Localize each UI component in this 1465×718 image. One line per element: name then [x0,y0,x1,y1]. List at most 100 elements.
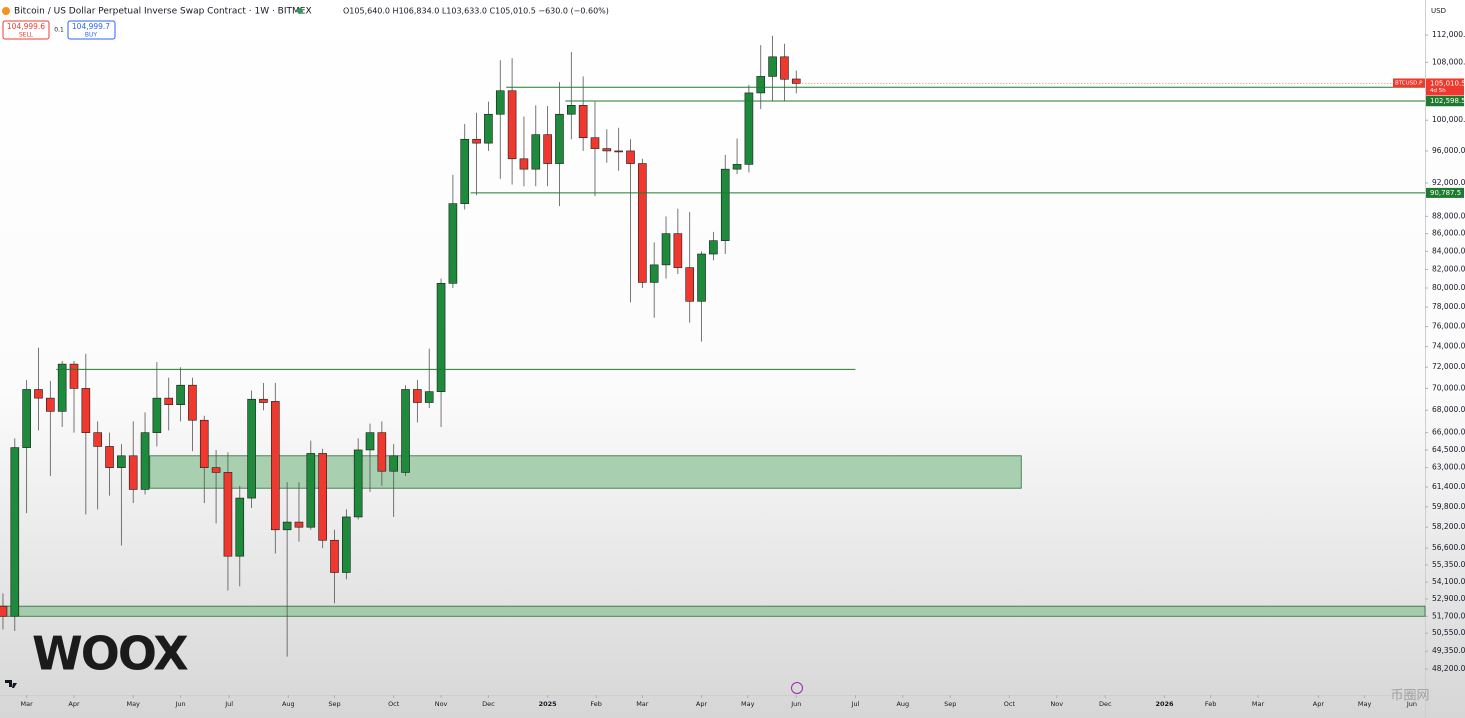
candle-body [164,397,174,406]
y-tick-label: 96,000.0 [1432,146,1465,155]
y-tick-label: 54,100.0 [1432,577,1465,586]
candle-body [424,391,434,403]
sell-button[interactable] [2,20,50,40]
chart-title: Bitcoin / US Dollar Perpetual Inverse Sw… [14,7,312,17]
candle-body [306,453,316,528]
y-tick-label: 56,600.0 [1432,543,1465,552]
x-tick-label: Nov [435,700,448,708]
x-tick-label: Sep [328,700,340,708]
candle-body [709,240,718,255]
price-tag-label: 105,010.5 [1430,79,1465,87]
candle-body [342,516,351,573]
y-tick-label: 74,000.0 [1432,342,1465,351]
candle-body [188,384,197,421]
candle-body [93,432,102,447]
status-dot [297,8,303,14]
tv-logo [5,680,17,688]
level-tag-label: 102,598.5 [1430,97,1465,105]
candle-body [507,90,517,160]
candle-body [223,472,233,557]
candle-body [661,233,671,266]
candle-body [294,521,304,528]
candle-body [353,449,363,518]
y-tick-label: 51,700.0 [1432,611,1465,620]
y-tick-label: 61,400.0 [1432,482,1465,491]
symbol-tag [1393,78,1425,88]
candle-body [57,363,67,412]
x-tick-label: Mar [21,700,34,708]
y-tick-label: 88,000.0 [1432,211,1465,220]
y-tick-label: 112,000.0 [1432,30,1465,39]
candle-body [614,150,623,153]
candle-body [389,455,398,472]
zone [0,605,1426,617]
candle-body [602,148,612,152]
candle-body [105,446,114,468]
y-tick-label: 84,000.0 [1432,246,1465,255]
x-tick-label: Apr [696,700,708,708]
x-tick-label: Oct [388,700,400,708]
candle-body [519,158,529,170]
coin-icon [2,7,10,15]
candle-body [555,113,564,164]
corner-watermark: 币圈网 [1390,689,1429,704]
x-tick-label: Apr [1313,700,1325,708]
candle-body [401,389,410,473]
sell-price: 104,999.6 [7,22,45,31]
candle-body [140,432,150,490]
x-tick-label: Jun [1406,700,1417,708]
candle-body [472,138,481,144]
candle-body [768,56,777,77]
candle-body [46,397,55,412]
candle-body [460,138,470,204]
x-tick-label: Feb [590,700,602,708]
candle-body [270,401,280,531]
x-tick-label: Jul [224,700,233,708]
candle-body [531,134,541,170]
buy-price: 104,999.7 [72,22,110,31]
y-tick-label: 68,000.0 [1432,405,1465,414]
candle-body [199,419,209,468]
y-tick-label: 48,200.0 [1432,664,1465,673]
x-tick-label: Dec [1099,700,1112,708]
candle-body [495,90,505,115]
candle-body [780,56,789,80]
candle-body [638,163,647,283]
candle-body [436,283,446,392]
candle-body [22,389,31,448]
candle-body [756,76,766,94]
level-tag [1426,95,1464,106]
y-tick-label: 82,000.0 [1432,264,1465,273]
symbol-label: BTCUSD.P [1395,80,1423,86]
candle-body [282,521,292,531]
x-tick-label: Sep [944,700,956,708]
buy-button[interactable] [67,20,116,40]
candle-body [543,134,552,164]
candle-body [176,384,185,406]
candle-body [377,432,387,472]
y-tick-label: 55,350.0 [1432,560,1465,569]
candle-body [626,150,635,164]
y-tick-label: 59,800.0 [1432,502,1465,511]
x-tick-label: Nov [1050,700,1063,708]
x-tick-label: Oct [1004,700,1016,708]
y-tick-label: 70,000.0 [1432,383,1465,392]
x-tick-label: Mar [636,700,649,708]
candle-body [567,105,576,115]
candle-body [732,164,742,170]
x-tick-label: Aug [282,700,295,708]
y-tick-label: 52,900.0 [1432,594,1465,603]
x-tick-label: Apr [68,700,80,708]
event-icon[interactable] [791,682,803,694]
y-tick-label: 92,000.0 [1432,178,1465,187]
buy-label: BUY [85,32,98,39]
countdown: 4d 5h [1430,88,1446,94]
plot: 112,000.0 108,000.0 100,000.0 96,000.0 92,00… [0,30,1465,708]
x-tick-label: 2025 [539,700,558,708]
candle-body [0,605,8,617]
y-tick-label: 86,000.0 [1432,229,1465,238]
zone [149,455,1022,489]
candle-body [330,539,339,573]
x-tick-label: Mar [1252,700,1265,708]
